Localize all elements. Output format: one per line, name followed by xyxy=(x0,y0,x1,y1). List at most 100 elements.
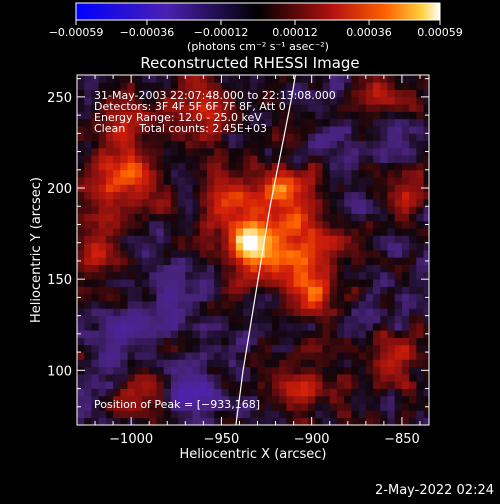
heatmap-cell xyxy=(105,352,114,360)
heatmap-cell xyxy=(257,228,266,236)
heatmap-cell xyxy=(243,198,251,207)
heatmap-cell xyxy=(300,344,309,353)
heatmap-cell xyxy=(120,330,128,338)
heatmap-cell xyxy=(235,286,244,295)
heatmap-cell xyxy=(308,133,316,142)
heatmap-cell xyxy=(293,286,302,295)
heatmap-cell xyxy=(293,410,302,419)
heatmap-cell xyxy=(134,126,143,134)
heatmap-cell xyxy=(387,322,396,331)
heatmap-cell xyxy=(127,381,136,389)
heatmap-cell xyxy=(214,75,222,83)
heatmap-cell xyxy=(185,286,193,295)
heatmap-cell xyxy=(235,89,244,98)
heatmap-cell xyxy=(214,147,222,156)
heatmap-cell xyxy=(214,403,222,411)
heatmap-cell xyxy=(416,366,424,375)
heatmap-cell xyxy=(308,162,316,171)
heatmap-cell xyxy=(416,381,424,389)
heatmap-cell xyxy=(134,315,143,324)
heatmap-cell xyxy=(105,213,114,222)
heatmap-cell xyxy=(423,308,429,317)
heatmap-cell xyxy=(235,177,244,185)
heatmap-cell xyxy=(423,359,429,368)
heatmap-cell xyxy=(344,330,352,338)
heatmap-cell xyxy=(192,235,201,244)
heatmap-cell xyxy=(98,264,107,273)
heatmap-cell xyxy=(279,279,287,287)
heatmap-cell xyxy=(401,293,410,302)
heatmap-cell xyxy=(322,228,331,236)
heatmap-cell xyxy=(264,235,273,244)
heatmap-cell xyxy=(300,133,309,142)
heatmap-cell xyxy=(264,395,273,404)
heatmap-cell xyxy=(336,308,345,317)
heatmap-cell xyxy=(156,198,165,207)
heatmap-cell xyxy=(156,177,165,185)
heatmap-cell xyxy=(250,235,258,244)
heatmap-cell xyxy=(365,228,374,236)
heatmap-cell xyxy=(235,169,244,178)
heatmap-cell xyxy=(228,410,237,419)
heatmap-cell xyxy=(322,359,331,368)
heatmap-cell xyxy=(127,198,136,207)
heatmap-cell xyxy=(365,89,374,98)
heatmap-cell xyxy=(380,82,388,90)
heatmap-cell xyxy=(264,271,273,280)
heatmap-cell xyxy=(351,257,359,265)
heatmap-cell xyxy=(192,410,201,419)
heatmap-cell xyxy=(141,89,150,98)
heatmap-cell xyxy=(329,286,338,295)
heatmap-cell xyxy=(134,111,143,120)
heatmap-cell xyxy=(358,352,367,360)
heatmap-cell xyxy=(185,417,193,425)
heatmap-cell xyxy=(322,315,331,324)
heatmap-cell xyxy=(228,118,237,127)
heatmap-cell xyxy=(423,410,429,419)
heatmap-cell xyxy=(351,169,359,178)
heatmap-cell xyxy=(243,104,251,112)
heatmap-cell xyxy=(423,228,429,236)
heatmap xyxy=(77,75,429,425)
heatmap-cell xyxy=(358,381,367,389)
heatmap-cell xyxy=(178,242,186,251)
heatmap-cell xyxy=(235,206,244,214)
heatmap-cell xyxy=(77,104,85,112)
heatmap-cell xyxy=(279,315,287,324)
heatmap-cell xyxy=(156,388,165,397)
heatmap-cell xyxy=(308,308,316,317)
heatmap-cell xyxy=(228,133,237,142)
heatmap-cell xyxy=(293,250,302,258)
heatmap-cell xyxy=(271,235,280,244)
heatmap-cell xyxy=(286,89,295,98)
heatmap-cell xyxy=(221,264,230,273)
heatmap-cell xyxy=(91,198,100,207)
heatmap-cell xyxy=(84,395,92,404)
heatmap-cell xyxy=(105,75,114,83)
heatmap-cell xyxy=(134,366,143,375)
heatmap-cell xyxy=(279,337,287,346)
heatmap-cell xyxy=(113,271,121,280)
heatmap-cell xyxy=(235,220,244,229)
heatmap-cell xyxy=(365,213,374,222)
heatmap-cell xyxy=(336,177,345,185)
heatmap-cell xyxy=(423,169,429,178)
heatmap-cell xyxy=(409,75,417,83)
heatmap-cell xyxy=(409,395,417,404)
heatmap-cell xyxy=(336,198,345,207)
heatmap-cell xyxy=(235,155,244,163)
heatmap-cell xyxy=(380,242,388,251)
heatmap-cell xyxy=(77,395,85,404)
heatmap-cell xyxy=(77,126,85,134)
heatmap-cell xyxy=(394,228,403,236)
heatmap-cell xyxy=(329,147,338,156)
heatmap-cell xyxy=(243,271,251,280)
heatmap-cell xyxy=(250,177,258,185)
heatmap-cell xyxy=(141,242,150,251)
heatmap-cell xyxy=(91,330,100,338)
heatmap-cell xyxy=(344,271,352,280)
heatmap-cell xyxy=(163,220,172,229)
heatmap-cell xyxy=(365,330,374,338)
heatmap-cell xyxy=(163,228,172,236)
heatmap-cell xyxy=(199,315,208,324)
